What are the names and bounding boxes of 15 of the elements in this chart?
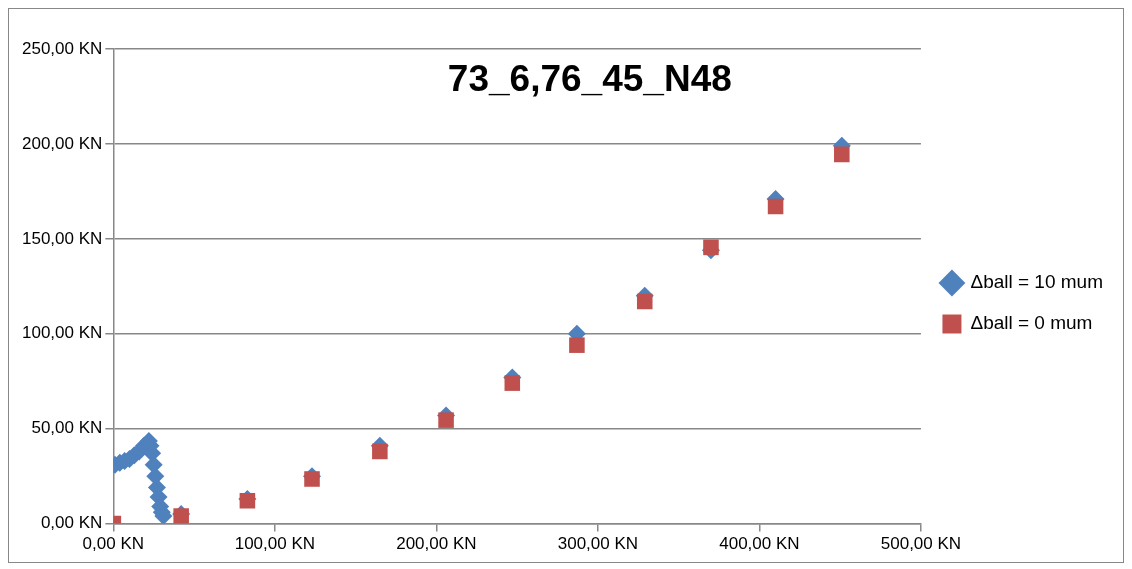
x-tick-label: 300,00 KN	[557, 534, 639, 554]
x-tick-label: 100,00 KN	[234, 534, 316, 554]
x-tick-label: 400,00 KN	[719, 534, 800, 554]
y-tick-label: 50,00 KN	[31, 418, 103, 438]
x-tick-label: 0,00 KN	[82, 534, 145, 554]
y-tick-label: 200,00 KN	[21, 133, 103, 153]
y-tick-label: 250,00 KN	[21, 38, 103, 58]
legend-label: Δball = 0 mum	[970, 312, 1093, 334]
chart-title: 73_6,76_45_N48	[447, 58, 732, 100]
x-tick-label: 200,00 KN	[396, 534, 477, 554]
y-tick-label: 100,00 KN	[21, 323, 103, 343]
y-tick-label: 0,00 KN	[40, 513, 103, 533]
y-tick-label: 150,00 KN	[21, 228, 103, 248]
legend-label: Δball = 10 mum	[970, 271, 1104, 293]
x-tick-label: 500,00 KN	[880, 534, 962, 554]
